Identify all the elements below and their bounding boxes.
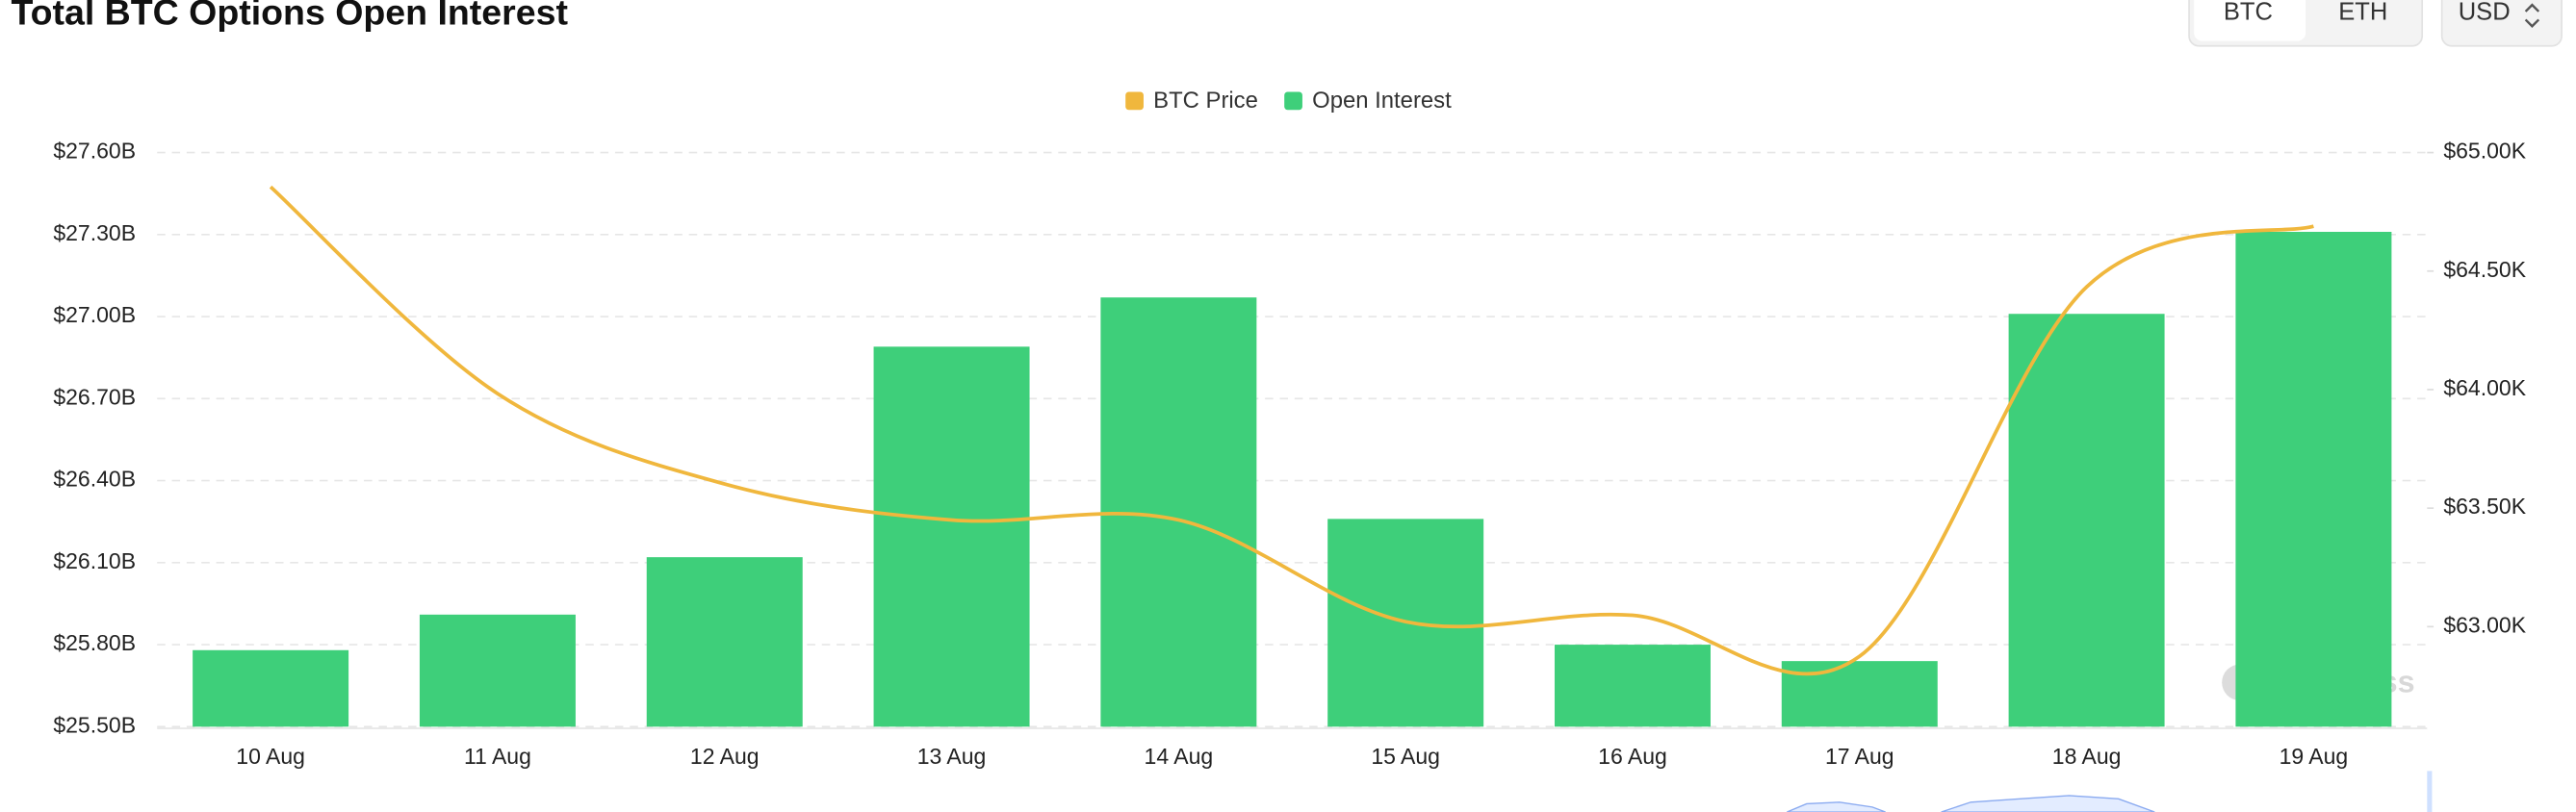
chart-title: Total BTC Options Open Interest	[11, 0, 568, 32]
y-tick-label: $27.00B	[53, 302, 136, 327]
currency-label[interactable]: USD	[2459, 0, 2511, 25]
bar	[1781, 661, 1938, 727]
bar	[1554, 645, 1711, 727]
y-tick-label: $27.60B	[53, 139, 136, 164]
y-tick-label: $25.80B	[53, 630, 136, 655]
legend-swatch	[1284, 91, 1302, 111]
legend-label: Open Interest	[1312, 88, 1452, 114]
x-tick-label: 17 Aug	[1825, 744, 1894, 769]
y2-tick-label: $63.00K	[2443, 612, 2526, 637]
minimap	[1787, 795, 2155, 812]
y2-tick-label: $64.00K	[2443, 375, 2526, 400]
price-line	[269, 185, 2314, 676]
x-tick-label: 18 Aug	[2052, 744, 2122, 769]
bar	[419, 614, 576, 727]
select-chevron	[2524, 3, 2540, 28]
x-tick-label: 12 Aug	[690, 744, 760, 769]
bar	[873, 346, 1030, 727]
y-tick-label: $26.40B	[53, 467, 136, 492]
x-tick-label: 15 Aug	[1371, 744, 1440, 769]
y2-tick-label: $65.00K	[2443, 139, 2526, 164]
minimap-edge	[2427, 771, 2433, 812]
bar	[646, 557, 803, 727]
y-tick-label: $25.50B	[53, 712, 136, 737]
x-tick-label: 10 Aug	[236, 744, 305, 769]
y-tick-label: $26.10B	[53, 548, 136, 573]
x-tick-label: 14 Aug	[1145, 744, 1214, 769]
y2-tick-label: $63.50K	[2443, 494, 2526, 519]
asset-button[interactable]: ETH	[2338, 0, 2387, 25]
y-tick-label: $26.70B	[53, 384, 136, 409]
bar	[193, 649, 349, 727]
legend-label: BTC Price	[1153, 88, 1258, 114]
y2-tick-label: $64.50K	[2443, 257, 2526, 282]
bar	[2008, 314, 2165, 727]
asset-button-active[interactable]	[2194, 0, 2306, 41]
x-tick-label: 11 Aug	[464, 744, 531, 769]
currency-select[interactable]	[2440, 0, 2563, 47]
x-tick-label: 16 Aug	[1598, 744, 1667, 769]
legend-swatch	[1125, 91, 1144, 111]
y-tick-label: $27.30B	[53, 220, 136, 245]
bar	[2235, 231, 2392, 727]
x-tick-label: 13 Aug	[917, 744, 987, 769]
x-tick-label: 19 Aug	[2280, 744, 2349, 769]
asset-button[interactable]: BTC	[2224, 0, 2273, 25]
